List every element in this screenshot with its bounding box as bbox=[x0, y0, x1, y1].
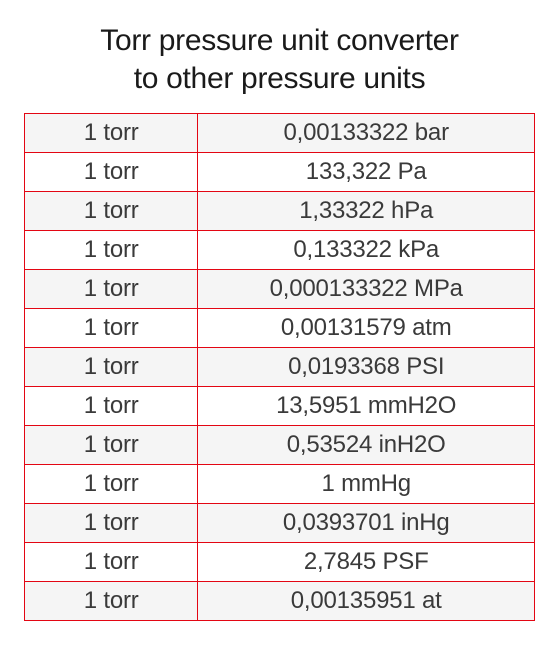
cell-to: 1 mmHg bbox=[198, 465, 535, 504]
conversion-table: 1 torr0,00133322 bar1 torr133,322 Pa1 to… bbox=[24, 113, 535, 621]
cell-from: 1 torr bbox=[25, 348, 198, 387]
cell-from: 1 torr bbox=[25, 387, 198, 426]
table-row: 1 torr0,0193368 PSI bbox=[25, 348, 535, 387]
cell-to: 0,0193368 PSI bbox=[198, 348, 535, 387]
table-row: 1 torr0,00131579 atm bbox=[25, 309, 535, 348]
title-line-2: to other pressure units bbox=[134, 62, 426, 95]
table-row: 1 torr133,322 Pa bbox=[25, 153, 535, 192]
cell-to: 0,00131579 atm bbox=[198, 309, 535, 348]
cell-to: 133,322 Pa bbox=[198, 153, 535, 192]
cell-to: 0,000133322 MPa bbox=[198, 270, 535, 309]
cell-from: 1 torr bbox=[25, 192, 198, 231]
cell-from: 1 torr bbox=[25, 270, 198, 309]
cell-from: 1 torr bbox=[25, 153, 198, 192]
cell-from: 1 torr bbox=[25, 309, 198, 348]
page-title: Torr pressure unit converter to other pr… bbox=[100, 22, 458, 97]
cell-from: 1 torr bbox=[25, 465, 198, 504]
table-row: 1 torr2,7845 PSF bbox=[25, 543, 535, 582]
table-row: 1 torr0,00133322 bar bbox=[25, 114, 535, 153]
cell-to: 0,00133322 bar bbox=[198, 114, 535, 153]
table-row: 1 torr0,00135951 at bbox=[25, 582, 535, 621]
cell-from: 1 torr bbox=[25, 114, 198, 153]
title-line-1: Torr pressure unit converter bbox=[100, 24, 458, 57]
cell-from: 1 torr bbox=[25, 543, 198, 582]
cell-from: 1 torr bbox=[25, 504, 198, 543]
table-row: 1 torr13,5951 mmH2O bbox=[25, 387, 535, 426]
cell-from: 1 torr bbox=[25, 231, 198, 270]
cell-from: 1 torr bbox=[25, 426, 198, 465]
table-row: 1 torr1,33322 hPa bbox=[25, 192, 535, 231]
cell-to: 1,33322 hPa bbox=[198, 192, 535, 231]
table-row: 1 torr0,0393701 inHg bbox=[25, 504, 535, 543]
cell-to: 2,7845 PSF bbox=[198, 543, 535, 582]
cell-to: 0,00135951 at bbox=[198, 582, 535, 621]
cell-to: 0,133322 kPa bbox=[198, 231, 535, 270]
cell-from: 1 torr bbox=[25, 582, 198, 621]
table-row: 1 torr1 mmHg bbox=[25, 465, 535, 504]
table-row: 1 torr0,53524 inH2O bbox=[25, 426, 535, 465]
cell-to: 13,5951 mmH2O bbox=[198, 387, 535, 426]
table-row: 1 torr0,133322 kPa bbox=[25, 231, 535, 270]
table-row: 1 torr0,000133322 MPa bbox=[25, 270, 535, 309]
conversion-table-body: 1 torr0,00133322 bar1 torr133,322 Pa1 to… bbox=[25, 114, 535, 621]
cell-to: 0,53524 inH2O bbox=[198, 426, 535, 465]
cell-to: 0,0393701 inHg bbox=[198, 504, 535, 543]
